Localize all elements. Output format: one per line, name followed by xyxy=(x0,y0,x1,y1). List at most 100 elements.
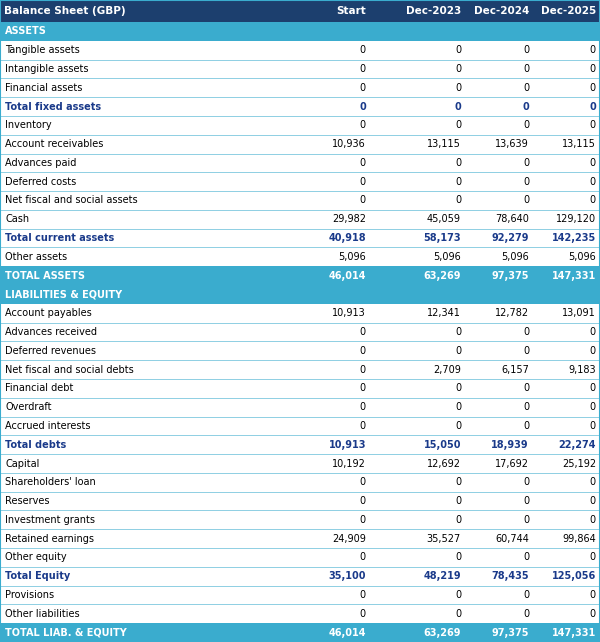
Text: 10,936: 10,936 xyxy=(332,139,366,149)
Text: LIABILITIES & EQUITY: LIABILITIES & EQUITY xyxy=(5,290,122,299)
Text: Cash: Cash xyxy=(5,214,29,224)
Bar xyxy=(0,510,600,529)
Text: Dec-2024: Dec-2024 xyxy=(473,6,529,16)
Bar xyxy=(0,41,600,60)
Text: 40,918: 40,918 xyxy=(328,233,366,243)
Text: 10,913: 10,913 xyxy=(332,308,366,318)
Text: 0: 0 xyxy=(523,515,529,525)
Text: 0: 0 xyxy=(360,120,366,130)
Text: 0: 0 xyxy=(360,383,366,394)
Bar xyxy=(0,191,600,210)
Text: Reserves: Reserves xyxy=(5,496,49,506)
Bar xyxy=(0,567,600,586)
Text: 0: 0 xyxy=(590,421,596,431)
Text: 0: 0 xyxy=(590,383,596,394)
Text: 0: 0 xyxy=(590,590,596,600)
Bar xyxy=(0,435,600,454)
Bar xyxy=(0,116,600,135)
Text: 0: 0 xyxy=(590,402,596,412)
Text: Inventory: Inventory xyxy=(5,120,52,130)
Bar xyxy=(0,623,600,642)
Text: 0: 0 xyxy=(523,45,529,55)
Text: 0: 0 xyxy=(523,346,529,356)
Text: TOTAL LIAB. & EQUITY: TOTAL LIAB. & EQUITY xyxy=(5,628,127,638)
Text: 0: 0 xyxy=(590,177,596,187)
Text: 46,014: 46,014 xyxy=(329,271,366,281)
Text: Other assets: Other assets xyxy=(5,252,67,262)
Text: 0: 0 xyxy=(455,383,461,394)
Bar xyxy=(0,323,600,342)
Text: ASSETS: ASSETS xyxy=(5,26,47,37)
Bar xyxy=(0,266,600,285)
Text: 0: 0 xyxy=(360,64,366,74)
Bar xyxy=(0,304,600,323)
Text: 0: 0 xyxy=(590,195,596,205)
Text: 99,864: 99,864 xyxy=(562,534,596,544)
Text: 0: 0 xyxy=(523,477,529,487)
Bar xyxy=(0,229,600,247)
Text: Investment grants: Investment grants xyxy=(5,515,95,525)
Bar xyxy=(0,379,600,398)
Text: 0: 0 xyxy=(455,496,461,506)
Text: 17,692: 17,692 xyxy=(495,458,529,469)
Text: 10,913: 10,913 xyxy=(329,440,366,450)
Text: 0: 0 xyxy=(360,515,366,525)
Text: 0: 0 xyxy=(523,590,529,600)
Text: 0: 0 xyxy=(455,158,461,168)
Text: 129,120: 129,120 xyxy=(556,214,596,224)
Text: 0: 0 xyxy=(455,515,461,525)
Text: 35,527: 35,527 xyxy=(427,534,461,544)
Text: 0: 0 xyxy=(455,83,461,92)
Text: 0: 0 xyxy=(523,158,529,168)
Text: Provisions: Provisions xyxy=(5,590,54,600)
Text: Other equity: Other equity xyxy=(5,553,67,562)
Text: Accrued interests: Accrued interests xyxy=(5,421,91,431)
Text: 9,183: 9,183 xyxy=(568,365,596,374)
Text: Dec-2023: Dec-2023 xyxy=(406,6,461,16)
Text: 18,939: 18,939 xyxy=(491,440,529,450)
Bar xyxy=(0,172,600,191)
Text: Advances paid: Advances paid xyxy=(5,158,76,168)
Text: 0: 0 xyxy=(523,83,529,92)
Text: 0: 0 xyxy=(455,477,461,487)
Text: TOTAL ASSETS: TOTAL ASSETS xyxy=(5,271,85,281)
Bar xyxy=(0,342,600,360)
Text: 0: 0 xyxy=(523,383,529,394)
Bar xyxy=(0,60,600,78)
Bar xyxy=(0,285,600,304)
Bar xyxy=(0,417,600,435)
Text: Shareholders' loan: Shareholders' loan xyxy=(5,477,96,487)
Text: 15,050: 15,050 xyxy=(424,440,461,450)
Text: 0: 0 xyxy=(455,590,461,600)
Text: Retained earnings: Retained earnings xyxy=(5,534,94,544)
Bar xyxy=(0,153,600,172)
Text: 5,096: 5,096 xyxy=(501,252,529,262)
Text: Tangible assets: Tangible assets xyxy=(5,45,80,55)
Bar xyxy=(0,360,600,379)
Text: 0: 0 xyxy=(455,553,461,562)
Text: 5,096: 5,096 xyxy=(568,252,596,262)
Text: Start: Start xyxy=(336,6,366,16)
Text: 147,331: 147,331 xyxy=(552,271,596,281)
Text: 0: 0 xyxy=(360,83,366,92)
Text: 0: 0 xyxy=(455,421,461,431)
Bar xyxy=(0,0,600,22)
Text: 0: 0 xyxy=(360,402,366,412)
Text: 0: 0 xyxy=(590,83,596,92)
Text: 13,639: 13,639 xyxy=(495,139,529,149)
Text: 5,096: 5,096 xyxy=(338,252,366,262)
Text: 29,982: 29,982 xyxy=(332,214,366,224)
Bar xyxy=(0,78,600,97)
Text: 0: 0 xyxy=(590,45,596,55)
Text: Financial assets: Financial assets xyxy=(5,83,82,92)
Bar xyxy=(0,454,600,473)
Text: Total debts: Total debts xyxy=(5,440,66,450)
Text: 0: 0 xyxy=(360,553,366,562)
Text: 0: 0 xyxy=(523,496,529,506)
Text: 97,375: 97,375 xyxy=(491,628,529,638)
Text: 0: 0 xyxy=(522,101,529,112)
Text: 92,279: 92,279 xyxy=(491,233,529,243)
Text: 5,096: 5,096 xyxy=(433,252,461,262)
Text: Total current assets: Total current assets xyxy=(5,233,114,243)
Text: 0: 0 xyxy=(360,590,366,600)
